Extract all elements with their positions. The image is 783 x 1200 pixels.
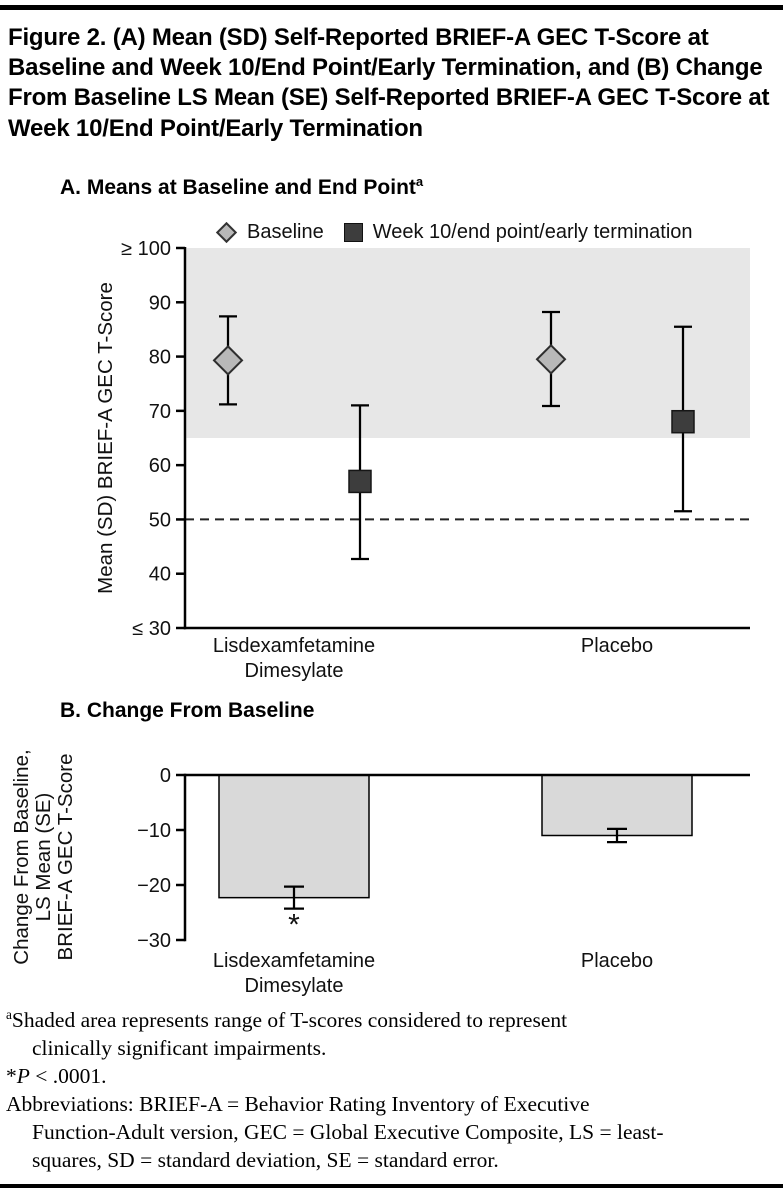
legend-label-endpoint: Week 10/end point/early termination <box>372 221 693 243</box>
top-rule <box>0 5 783 10</box>
panel-a-heading-superscript: a <box>415 174 424 189</box>
svg-text:Lisdexamfetamine: Lisdexamfetamine <box>213 635 375 657</box>
bottom-rule <box>0 1184 783 1188</box>
svg-text:80: 80 <box>149 347 171 369</box>
svg-text:90: 90 <box>149 292 171 314</box>
footnote-a-text: Shaded area represents range of T-scores… <box>11 1008 568 1033</box>
svg-text:−20: −20 <box>137 875 171 897</box>
svg-text:−10: −10 <box>137 820 171 842</box>
footnote-abbrev-line3: squares, SD = standard deviation, SE = s… <box>32 1147 499 1172</box>
footnote-abbrev-line2: Function-Adult version, GEC = Global Exe… <box>32 1119 664 1144</box>
svg-text:≤ 30: ≤ 30 <box>132 618 171 640</box>
footnote-p-symbol: P <box>16 1064 30 1089</box>
svg-text:Dimesylate: Dimesylate <box>245 660 344 682</box>
svg-text:BRIEF-A GEC T-Score: BRIEF-A GEC T-Score <box>54 754 77 961</box>
footnote-a-marker: a <box>6 1007 12 1022</box>
svg-text:0: 0 <box>160 765 171 787</box>
svg-text:Placebo: Placebo <box>581 950 653 972</box>
endpoint-square-icon <box>343 223 363 242</box>
svg-text:60: 60 <box>149 455 171 477</box>
svg-text:LS Mean (SE): LS Mean (SE) <box>32 793 55 922</box>
svg-text:70: 70 <box>149 401 171 423</box>
legend-label-baseline: Baseline <box>247 221 324 243</box>
svg-text:Mean (SD) BRIEF-A GEC T-Score: Mean (SD) BRIEF-A GEC T-Score <box>94 282 117 594</box>
figure-title: Figure 2. (A) Mean (SD) Self-Reported BR… <box>8 24 770 142</box>
svg-text:*: * <box>288 909 300 942</box>
footnote-significance: *P < .0001. <box>6 1063 778 1091</box>
svg-text:≥ 100: ≥ 100 <box>121 238 171 260</box>
panel-a-chart: ≥ 100 90 80 70 60 50 40 ≤ 30 Lisdexamfetamine Dim… <box>94 238 750 682</box>
footnotes: aShaded area represents range of T-score… <box>6 1006 778 1175</box>
legend-item-baseline: Baseline <box>215 221 324 244</box>
footnote-p-value: < .0001. <box>29 1064 107 1089</box>
panel-a-heading-text: A. Means at Baseline and End Point <box>60 176 416 199</box>
footnote-abbrev-line1: Abbreviations: BRIEF-A = Behavior Rating… <box>6 1091 590 1116</box>
footnote-shaded-line2: clinically significant impairments. <box>32 1036 327 1061</box>
panel-b-chart: 0 −10 −20 −30 * Lisdexamfetamine Dimesylate Pla… <box>10 749 750 997</box>
panel-b-heading: B. Change From Baseline <box>60 699 315 722</box>
svg-text:Lisdexamfetamine: Lisdexamfetamine <box>213 950 375 972</box>
panel-a-legend: Baseline Week 10/end point/early termina… <box>215 221 693 244</box>
svg-text:Dimesylate: Dimesylate <box>245 975 344 997</box>
svg-text:Placebo: Placebo <box>581 635 653 657</box>
svg-text:Change From Baseline,: Change From Baseline, <box>10 749 33 964</box>
svg-text:50: 50 <box>149 509 171 531</box>
svg-text:−30: −30 <box>137 930 171 952</box>
footnote-asterisk-marker: * <box>6 1064 17 1089</box>
legend-item-endpoint: Week 10/end point/early termination <box>343 221 693 244</box>
panel-a-heading: A. Means at Baseline and End Pointa <box>60 174 423 200</box>
svg-text:40: 40 <box>149 564 171 586</box>
footnote-shaded-line1: aShaded area represents range of T-score… <box>6 1006 778 1035</box>
